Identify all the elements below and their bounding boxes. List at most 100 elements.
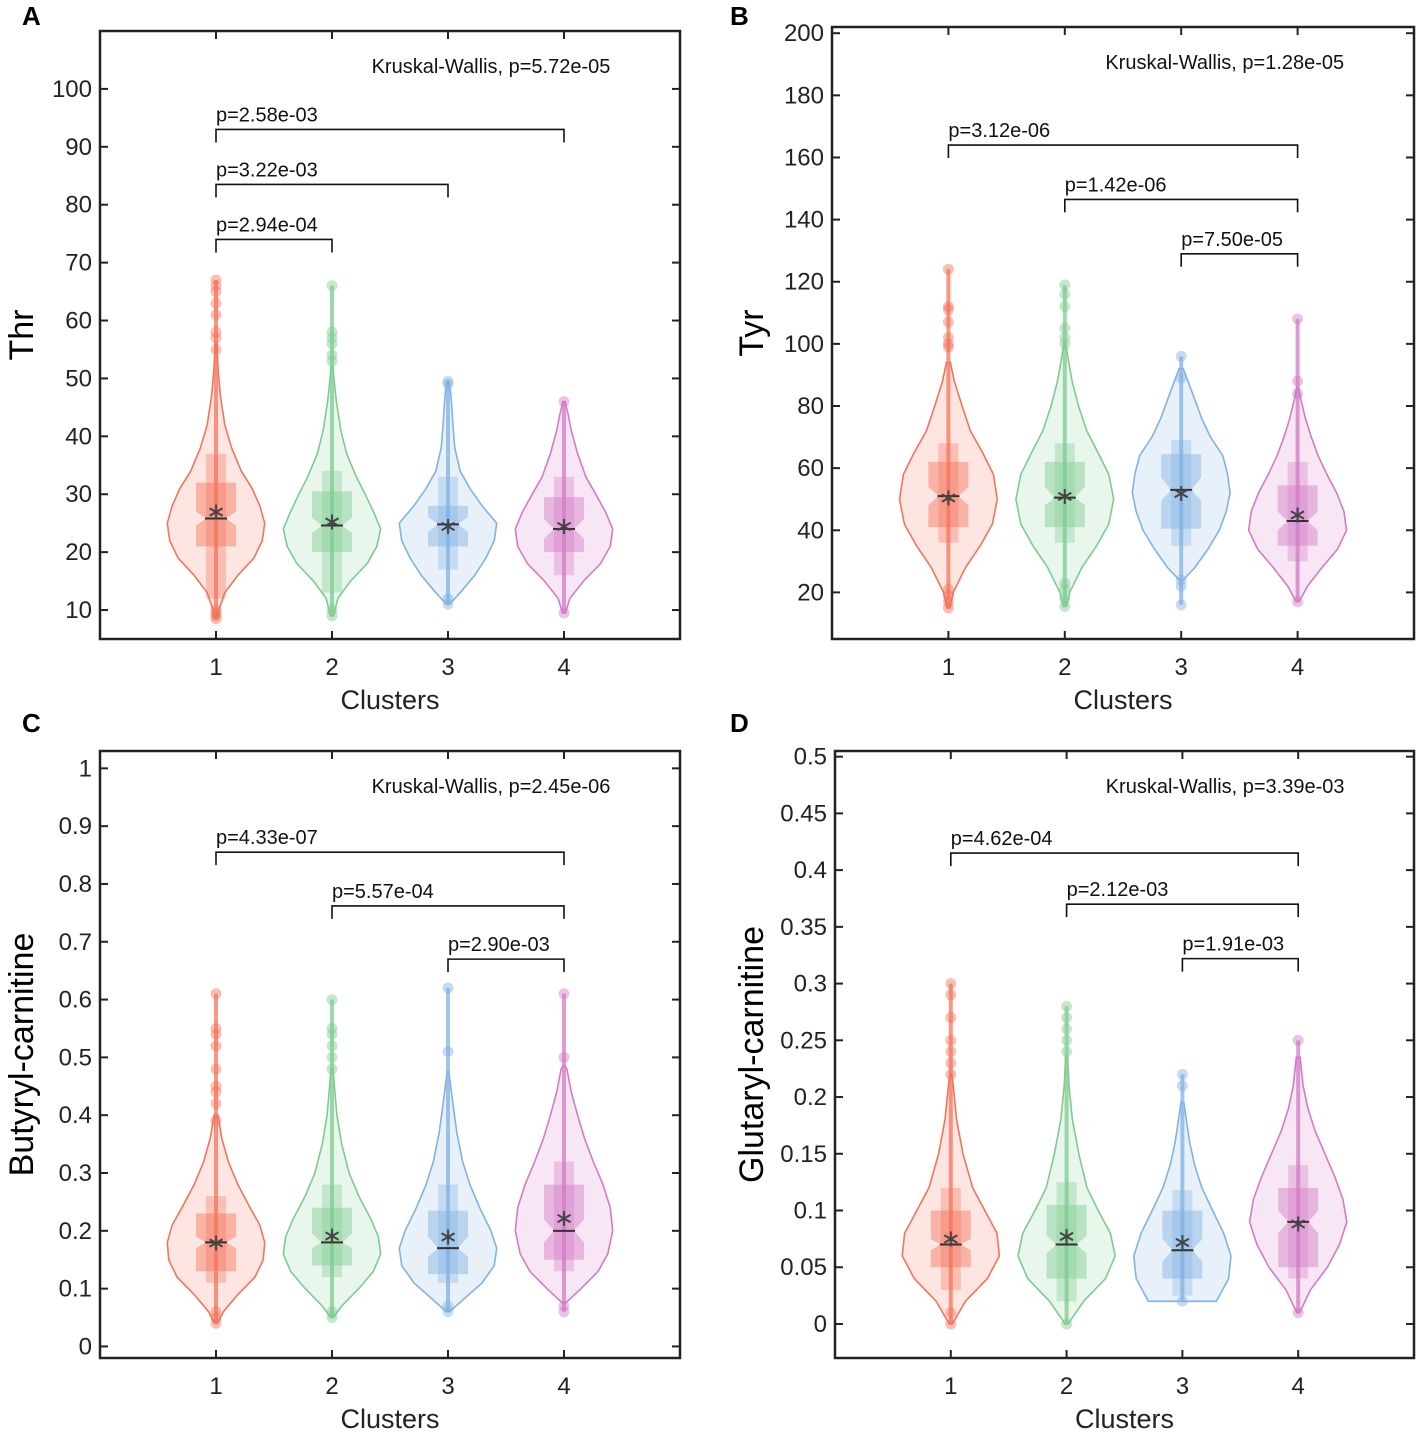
outlier-point (210, 1115, 222, 1127)
iqr-box (1278, 1187, 1319, 1268)
comparison-p-value: p=3.22e-03 (216, 159, 318, 181)
iqr-box (1277, 485, 1318, 546)
outlier-point (942, 263, 954, 275)
outlier-point (1176, 1080, 1188, 1092)
kruskal-wallis-label: Kruskal-Wallis, p=3.39e-03 (1106, 776, 1345, 798)
bracket-line (215, 851, 565, 866)
outlier-point (1292, 375, 1304, 387)
violin-cluster-2: ∗ (1017, 1000, 1117, 1330)
comparison-p-value: p=2.90e-03 (448, 934, 550, 956)
outlier-point (210, 1080, 222, 1092)
outlier-point (210, 1022, 222, 1034)
outlier-point (326, 280, 338, 292)
outlier-point (210, 1040, 222, 1052)
outlier-point (942, 304, 954, 316)
outlier-point (326, 332, 338, 344)
outlier-point (1061, 1023, 1073, 1035)
whisker-box (940, 1187, 961, 1290)
x-tick-label: 4 (1291, 654, 1304, 681)
y-tick-label: 120 (784, 269, 824, 296)
iqr-box (1046, 1204, 1087, 1279)
y-tick-label: 0.05 (780, 1254, 827, 1281)
panel-c: C 0 0.1 0.2 0.3 0.4 0.5 0.6 0.7 0.8 0.9 1 1 2 3 4 Cluste… (3, 708, 682, 1432)
y-tick-label: 0.2 (59, 1218, 92, 1245)
x-tick-label: 2 (325, 654, 338, 681)
comparison-bracket: p=1.42e-06 (1064, 174, 1299, 213)
outlier-point (210, 1086, 222, 1098)
outlier-point (942, 338, 954, 350)
y-tick-label: 20 (65, 539, 92, 566)
x-axis-title: Clusters (1075, 1404, 1174, 1432)
mean-marker: ∗ (322, 1222, 342, 1250)
whisker-box (1287, 461, 1308, 562)
y-axis-title: Tyr (733, 309, 771, 356)
violin-cluster-4: ∗ (514, 988, 614, 1318)
iqr-box (312, 491, 352, 553)
iqr-box (196, 482, 236, 547)
y-tick-label: 0.25 (780, 1027, 827, 1054)
bracket-line (215, 128, 565, 143)
comparison-p-value: p=1.91e-03 (1182, 934, 1284, 956)
y-tick-label: 0.2 (794, 1084, 827, 1111)
y-tick-label: 140 (784, 207, 824, 234)
outlier-point (326, 355, 338, 367)
outlier-point (1059, 288, 1071, 300)
outlier-point (945, 989, 957, 1001)
x-tick-label: 3 (1176, 1373, 1189, 1400)
y-tick-label: 60 (65, 308, 92, 335)
x-tick-label: 4 (1292, 1373, 1305, 1400)
y-tick-label: 40 (797, 517, 824, 544)
outlier-point (326, 349, 338, 361)
outlier-point (210, 988, 222, 1000)
comparison-p-value: p=2.58e-03 (216, 104, 318, 126)
x-tick-label: 1 (209, 1373, 222, 1400)
panel-letter: C (22, 708, 41, 738)
outlier-point (210, 610, 222, 622)
whisker-box (554, 476, 574, 576)
violin-cluster-2: ∗ (282, 280, 382, 622)
iqr-box (544, 1184, 584, 1260)
violin-cluster-3: ∗ (1132, 1068, 1232, 1307)
iqr-box (428, 505, 468, 547)
outlier-point (326, 1063, 338, 1075)
mean-marker: ∗ (554, 1204, 574, 1232)
bracket-line (1181, 957, 1299, 972)
outlier-point (558, 1306, 570, 1318)
x-tick-label: 1 (944, 1373, 957, 1400)
x-tick-label: 3 (441, 1373, 454, 1400)
plot-frame (98, 29, 682, 641)
mean-marker: ∗ (1288, 1210, 1308, 1238)
mean-marker: ∗ (1057, 1222, 1077, 1250)
comparison-bracket: p=2.58e-03 (215, 104, 565, 143)
mean-marker: ∗ (1171, 479, 1191, 507)
outlier-point (326, 338, 338, 350)
y-axis-title: Thr (3, 310, 41, 361)
y-tick-label: 200 (784, 20, 824, 47)
y-tick-label: 100 (52, 76, 92, 103)
outlier-point (945, 978, 957, 990)
y-tick-label: 0.3 (794, 971, 827, 998)
mean-marker: ∗ (206, 1228, 226, 1256)
bracket-line (1180, 252, 1299, 267)
violin-cluster-3: ∗ (1131, 350, 1231, 611)
outlier-point (1292, 1307, 1304, 1319)
x-tick-label: 3 (441, 654, 454, 681)
outlier-point (326, 1051, 338, 1063)
outlier-point (442, 598, 454, 610)
outlier-point (1061, 1046, 1073, 1058)
panel-letter: A (22, 1, 41, 31)
outlier-point (945, 1034, 957, 1046)
iqr-box (312, 1207, 352, 1266)
y-tick-label: 0.1 (794, 1198, 827, 1225)
comparison-bracket: p=4.33e-07 (215, 827, 565, 866)
violin-cluster-1: ∗ (898, 263, 999, 614)
outlier-point (442, 1300, 454, 1312)
bracket-line (947, 144, 1299, 159)
outlier-point (326, 1040, 338, 1052)
whisker-box (1171, 440, 1192, 546)
mean-marker: ∗ (938, 484, 958, 512)
comparison-p-value: p=3.12e-06 (948, 120, 1050, 142)
outlier-point (1059, 583, 1071, 595)
x-tick-label: 4 (557, 1373, 570, 1400)
outlier-point (945, 1057, 957, 1069)
